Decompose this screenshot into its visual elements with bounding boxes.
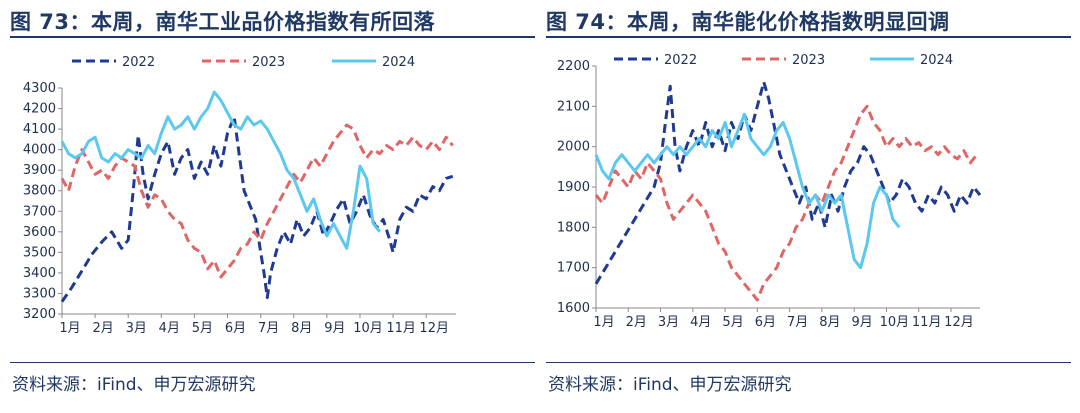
left-legend-label-2022: 2022: [122, 55, 155, 70]
left-legend-label-2023: 2023: [252, 55, 285, 70]
right-y-tick-label: 2000: [557, 140, 590, 155]
left-y-tick-label: 3900: [23, 163, 56, 178]
left-y-tick-label: 3400: [23, 266, 56, 281]
right-x-tick-label: 7月: [787, 315, 808, 330]
right-chart-title: 图 74：本周，南华能化价格指数明显回调: [546, 10, 950, 34]
right-source-divider: [546, 362, 1071, 363]
right-y-tick-label: 1600: [557, 301, 590, 316]
right-y-tick-label: 1700: [557, 261, 590, 276]
left-y-tick-label: 3200: [23, 307, 56, 322]
right-legend-label-2023: 2023: [792, 53, 825, 68]
right-line-chart: 1600 1700 1800 1900 2000 2100 2200 1月 2月 3月 4月 5月 6月…: [557, 53, 982, 330]
right-x-tick-label: 10月: [880, 315, 910, 330]
left-legend-label-2024: 2024: [382, 55, 415, 70]
left-y-tick-label: 3300: [23, 286, 56, 301]
right-title-divider: [546, 36, 1071, 38]
right-x-tick-label: 9月: [852, 315, 873, 330]
right-series-line-2023: [594, 104, 978, 302]
right-x-tick-label: 11月: [912, 315, 942, 330]
right-x-tick-label: 4月: [690, 315, 711, 330]
left-series-line-2023: [60, 123, 454, 279]
left-x-tick-label: 2月: [92, 321, 113, 336]
right-x-tick-label: 3月: [658, 315, 679, 330]
right-x-tick-label: 1月: [593, 315, 614, 330]
left-x-tick-label: 10月: [353, 321, 383, 336]
left-x-tick-label: 8月: [291, 321, 312, 336]
left-line-chart: 3200 3300 3400 3500 3600 3700 3800 3900 4000 4100…: [23, 55, 456, 336]
right-chart-panel: 图 74：本周，南华能化价格指数明显回调 1600 1700 1800 1900 200…: [546, 0, 1071, 413]
right-x-tick-label: 2月: [626, 315, 647, 330]
right-legend-label-2022: 2022: [664, 53, 697, 68]
right-x-tick-label: 6月: [755, 315, 776, 330]
right-x-tick-label: 8月: [819, 315, 840, 330]
right-y-tick-label: 1800: [557, 220, 590, 235]
left-y-tick-label: 4300: [23, 81, 56, 96]
right-y-tick-label: 2200: [557, 59, 590, 74]
left-x-tick-label: 5月: [192, 321, 213, 336]
left-x-tick-label: 7月: [258, 321, 279, 336]
left-x-tick-label: 6月: [225, 321, 246, 336]
left-x-tick-label: 9月: [324, 321, 345, 336]
right-y-tick-label: 2100: [557, 99, 590, 114]
right-series-line-2024: [594, 112, 901, 270]
left-x-tick-label: 12月: [419, 321, 449, 336]
right-series-line-2022: [594, 80, 982, 285]
left-y-tick-label: 3700: [23, 204, 56, 219]
left-y-tick-label: 3500: [23, 245, 56, 260]
left-x-tick-label: 1月: [59, 321, 80, 336]
left-y-tick-label: 3600: [23, 225, 56, 240]
left-series-line-2022: [60, 115, 454, 303]
left-title-divider: [10, 36, 535, 38]
left-y-tick-label: 3800: [23, 184, 56, 199]
left-y-tick-label: 4000: [23, 143, 56, 158]
left-source-note: 资料来源：iFind、申万宏源研究: [12, 375, 256, 395]
right-x-tick-label: 12月: [944, 315, 974, 330]
left-x-tick-label: 3月: [126, 321, 147, 336]
left-x-tick-label: 4月: [159, 321, 180, 336]
left-y-tick-label: 4200: [23, 102, 56, 117]
right-source-note: 资料来源：iFind、申万宏源研究: [548, 375, 792, 395]
left-x-tick-label: 11月: [386, 321, 416, 336]
right-x-tick-label: 5月: [722, 315, 743, 330]
left-series-line-2024: [60, 90, 381, 250]
left-chart-title: 图 73：本周，南华工业品价格指数有所回落: [10, 10, 436, 34]
right-legend-label-2024: 2024: [920, 53, 953, 68]
right-y-tick-label: 1900: [557, 180, 590, 195]
left-y-tick-label: 4100: [23, 122, 56, 137]
left-source-divider: [10, 362, 535, 363]
left-chart-panel: 图 73：本周，南华工业品价格指数有所回落 3200 3300 3400 3500 36…: [10, 0, 535, 413]
